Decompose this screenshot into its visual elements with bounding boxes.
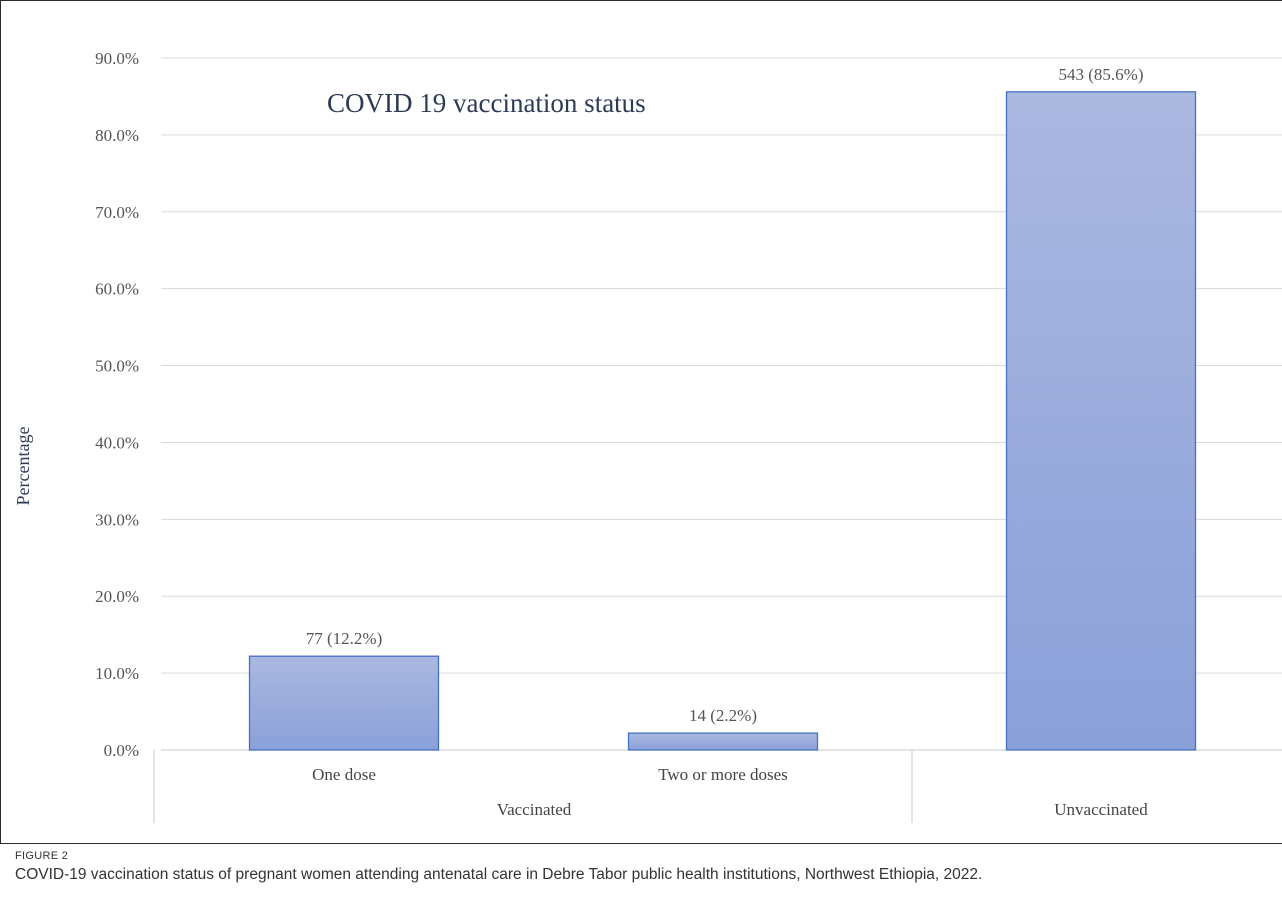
x-group-label: Vaccinated [497,800,572,819]
x-category-label: Two or more doses [658,765,788,784]
figure-label: FIGURE 2 [15,850,69,862]
x-category-label: One dose [312,765,376,784]
data-label: 14 (2.2%) [689,706,757,725]
bar [1005,91,1197,751]
y-tick-label: 50.0% [95,357,139,376]
x-group-label: Unvaccinated [1054,800,1148,819]
y-tick-label: 20.0% [95,587,139,606]
y-tick-label: 60.0% [95,280,139,299]
y-tick-label: 80.0% [95,126,139,145]
y-axis-title: Percentage [13,427,33,506]
y-tick-label: 0.0% [104,741,139,760]
y-tick-label: 30.0% [95,510,139,529]
data-label: 543 (85.6%) [1059,65,1144,84]
figure-frame: 0.0% 10.0% 20.0% 30.0% 40.0% 50.0% 60.0% 70.0% 8… [0,0,1282,844]
y-tick-label: 70.0% [95,203,139,222]
chart-title: COVID 19 vaccination status [327,88,646,118]
y-tick-label: 90.0% [95,49,139,68]
bar [627,732,819,751]
bar [248,655,440,751]
bar-chart: 0.0% 10.0% 20.0% 30.0% 40.0% 50.0% 60.0% 70.0% 8… [13,49,1282,823]
y-tick-label: 40.0% [95,433,139,452]
figure-caption: COVID-19 vaccination status of pregnant … [15,866,983,883]
y-tick-label: 10.0% [95,664,139,683]
data-label: 77 (12.2%) [306,629,382,648]
